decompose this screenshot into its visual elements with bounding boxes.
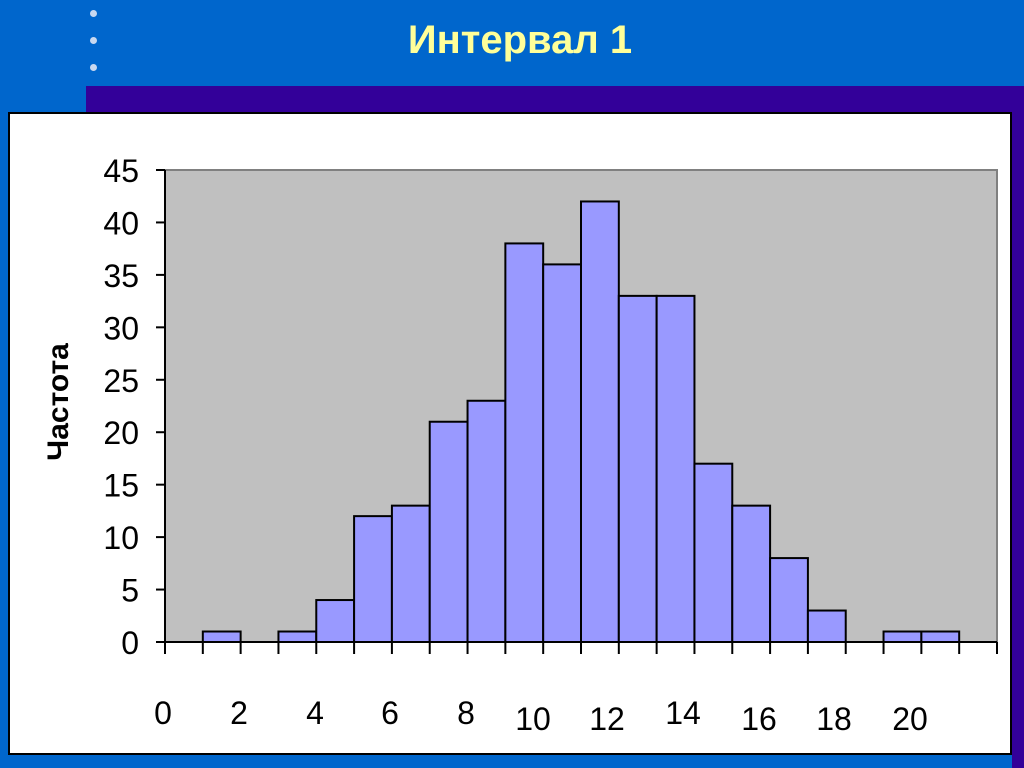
x-tick-label: 6 [381, 695, 399, 731]
x-tick-label: 14 [665, 695, 701, 731]
histogram-bar [390, 504, 431, 643]
slide-title: Интервал 1 [407, 18, 633, 62]
y-tick-label: 0 [121, 625, 139, 661]
x-tick-label: 10 [515, 701, 551, 737]
x-tick-label: 16 [741, 701, 777, 737]
y-tick-label: 15 [103, 468, 139, 504]
decorative-dots [88, 10, 100, 74]
histogram-bar [920, 630, 961, 643]
y-ticks-group: 0 5 10 15 20 25 30 35 40 45 [103, 153, 165, 661]
x-tick-label: 18 [816, 701, 852, 737]
histogram-bar [315, 599, 356, 643]
y-tick-label: 20 [103, 415, 139, 451]
y-axis-label: Частота [42, 343, 75, 461]
y-tick-label: 5 [121, 573, 139, 609]
y-tick-label: 30 [103, 310, 139, 346]
histogram-bar [731, 504, 772, 643]
x-tick-label: 20 [892, 701, 928, 737]
histogram-bar [655, 294, 696, 643]
histogram-bar [542, 263, 583, 643]
histogram-chart: 0 5 10 15 20 25 30 35 40 45 0 2 4 6 8 10 12 14 16 18 20 Час… [42, 153, 998, 737]
y-tick-label: 25 [103, 363, 139, 399]
histogram-bar [580, 200, 620, 643]
histogram-bar [806, 609, 847, 643]
histogram-bar [617, 294, 658, 643]
y-tick-label: 35 [103, 258, 139, 294]
histogram-bar [466, 399, 507, 643]
bars-group [201, 200, 961, 644]
x-ticks-group: 0 2 4 6 8 10 12 14 16 18 20 [154, 642, 998, 737]
histogram-bar [353, 515, 393, 643]
histogram-bar [504, 242, 545, 644]
histogram-bar [693, 462, 734, 644]
histogram-bar [428, 420, 469, 643]
histogram-bar [769, 557, 809, 644]
x-tick-label: 4 [306, 695, 324, 731]
x-tick-label: 0 [154, 695, 172, 731]
accent-band-side [1012, 86, 1024, 768]
histogram-bar [277, 630, 318, 643]
chart-frame: 0 5 10 15 20 25 30 35 40 45 0 2 4 6 8 10 12 14 16 18 20 Час… [8, 112, 1012, 755]
x-tick-label: 8 [457, 695, 475, 731]
histogram-bar [882, 630, 923, 643]
x-tick-label: 12 [589, 701, 625, 737]
histogram-bar [201, 630, 242, 643]
y-tick-label: 10 [103, 520, 139, 556]
y-tick-label: 40 [103, 205, 139, 241]
y-tick-label: 45 [103, 153, 139, 189]
x-tick-label: 2 [230, 695, 248, 731]
